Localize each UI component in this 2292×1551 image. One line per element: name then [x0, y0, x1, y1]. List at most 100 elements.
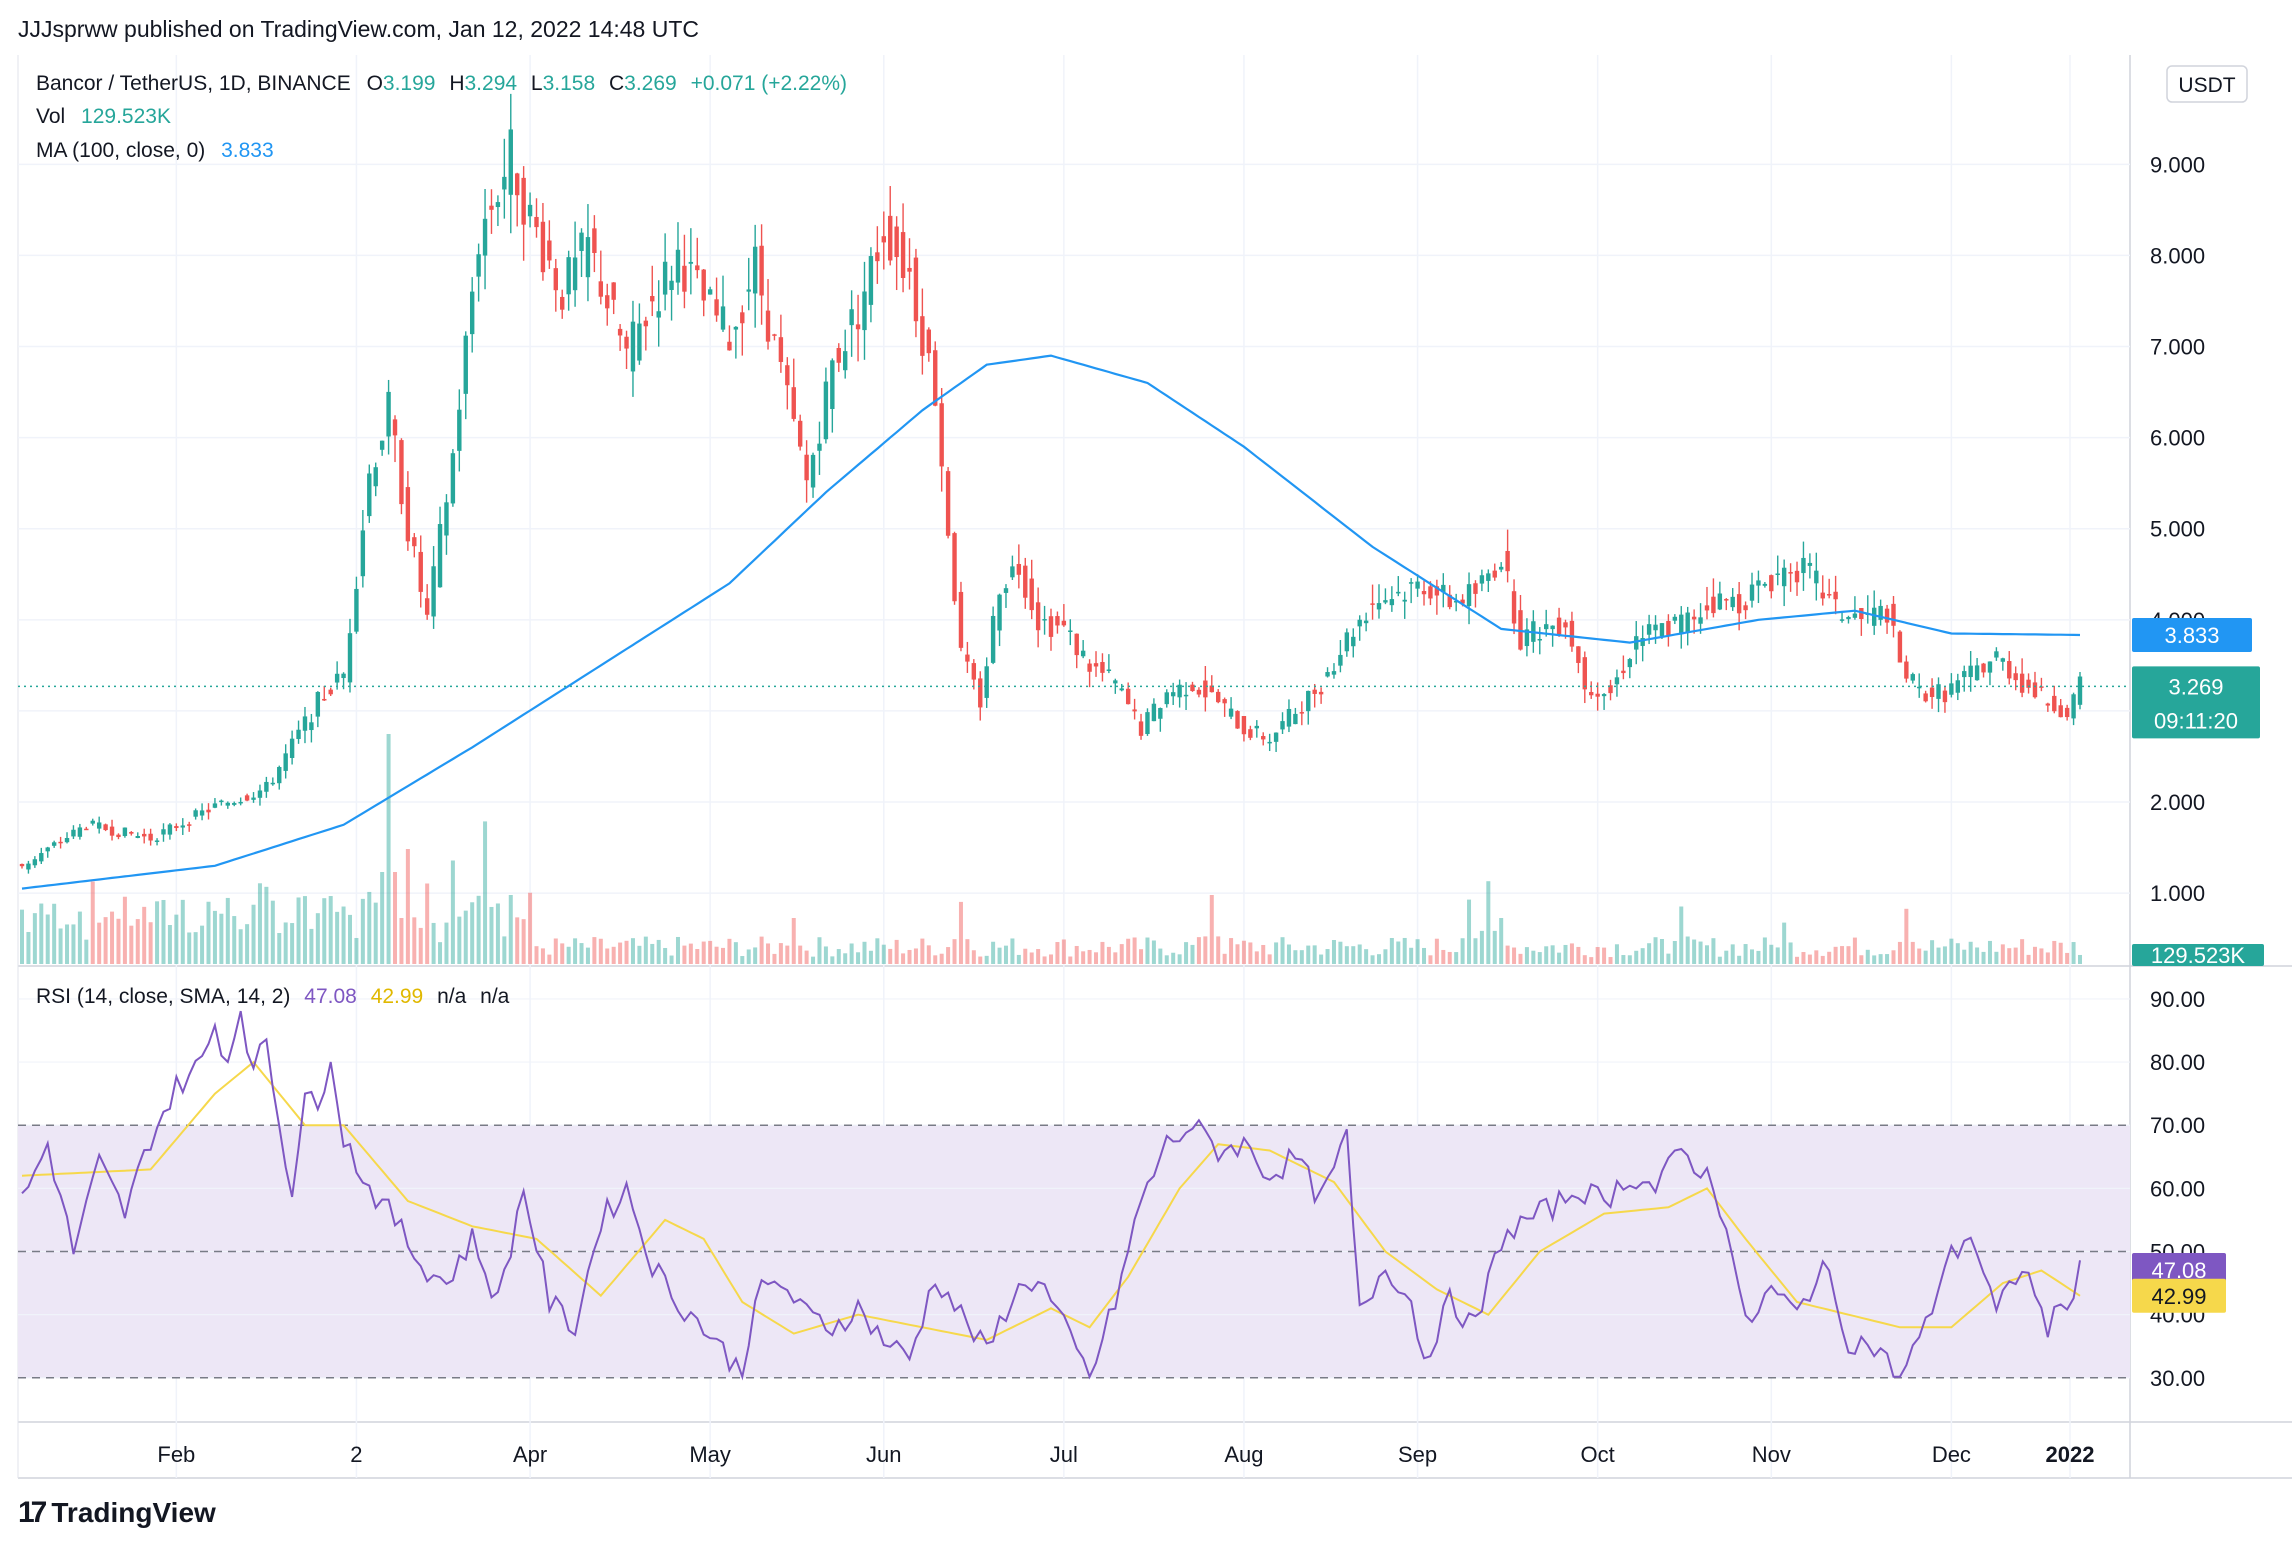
candle-body [566, 257, 571, 295]
candle-body [605, 295, 610, 309]
candle-body [367, 473, 372, 517]
candle-body [1730, 596, 1735, 608]
volume-bar [778, 943, 783, 964]
volume-bar [122, 896, 127, 964]
candle-body [1595, 693, 1600, 697]
candle-body [1994, 651, 1999, 658]
candle-body [1241, 716, 1247, 735]
rsi-label[interactable]: RSI (14, close, SMA, 14, 2) [36, 985, 291, 1008]
volume-bar [1209, 895, 1214, 964]
candle-body [39, 853, 44, 862]
candle-body [746, 289, 751, 292]
rsi-badge-bg [2132, 1252, 2226, 1287]
candle-body [469, 291, 475, 335]
candle-body [1486, 573, 1491, 581]
candle-body [360, 530, 366, 577]
volume-bar [386, 734, 391, 964]
candle-body [103, 824, 108, 831]
candle-body [1280, 721, 1285, 730]
volume-bar [2065, 952, 2070, 964]
currency-badge[interactable]: USDT [2166, 65, 2248, 103]
volume-bar [1782, 922, 1787, 964]
candle-body [1254, 725, 1259, 729]
volume-bar [1036, 949, 1041, 964]
x-tick-label: May [689, 1442, 731, 1467]
candle-body [180, 825, 185, 828]
volume-bar [225, 897, 230, 964]
rsi-line [21, 1010, 2081, 1381]
candle-body [193, 810, 198, 817]
volume-bar [1981, 951, 1986, 964]
price-badge: 3.269 09:11:20 [2132, 666, 2260, 739]
volume-bar [1100, 941, 1105, 964]
rsi-legend: RSI (14, close, SMA, 14, 2) 47.08 42.99 … [36, 985, 509, 1009]
ma-badge: 3.833 [2132, 618, 2252, 653]
volume-bar [1621, 955, 1626, 964]
candle-body [926, 329, 932, 354]
candle-body [1306, 690, 1311, 712]
volume-bar [952, 939, 957, 964]
candle-body [482, 218, 488, 256]
volume-bar [1833, 946, 1838, 964]
candle-body [2077, 676, 2083, 705]
candle-body [1576, 646, 1581, 663]
volume-label[interactable]: Vol [36, 105, 66, 128]
candle-body [1659, 623, 1665, 637]
candle-body [1807, 562, 1813, 566]
volume-bar [264, 886, 269, 964]
candle-body [1929, 687, 1935, 698]
volume-bar [521, 919, 526, 964]
candle-body [900, 232, 906, 278]
volume-bar [553, 938, 558, 964]
volume-bar [1029, 952, 1034, 964]
volume-bar [643, 936, 648, 964]
open-label: O [366, 72, 383, 95]
volume-bar [630, 938, 635, 964]
volume-bar [1557, 952, 1562, 964]
candle-body [1736, 594, 1742, 614]
candle-body [1048, 616, 1054, 637]
candle-body [283, 753, 288, 771]
volume-bar [1364, 949, 1369, 964]
rsi-tick-label: 70.00 [2150, 1113, 2205, 1138]
volume-bar [1415, 939, 1420, 964]
volume-bar [1229, 938, 1234, 964]
candle-body [84, 828, 89, 831]
candle-body [373, 467, 378, 487]
candle-body [1762, 583, 1768, 586]
candle-body [508, 129, 513, 195]
volume-bar [508, 895, 513, 964]
candle-body [797, 420, 803, 447]
candle-body [1852, 613, 1858, 618]
candle-body [2052, 695, 2057, 712]
candle-body [1087, 663, 1092, 672]
candle-body [630, 321, 636, 372]
volume-bar [1814, 950, 1819, 964]
ma-label[interactable]: MA (100, close, 0) [36, 139, 206, 162]
volume-bar [573, 938, 578, 964]
candle-body [58, 841, 63, 844]
candle-body [881, 236, 886, 243]
symbol-label[interactable]: Bancor / TetherUS, 1D, BINANCE [36, 72, 351, 95]
tradingview-logo[interactable]: 17 TradingView [18, 1496, 216, 1530]
candle-body [1434, 586, 1440, 596]
volume-bar [1222, 953, 1227, 964]
volume-bar [1351, 946, 1356, 964]
candle-body [624, 336, 629, 349]
candle-body [611, 282, 616, 300]
volume-badge: 129.523K [2132, 943, 2264, 968]
candle-body [1460, 599, 1465, 604]
volume-bar [1865, 949, 1870, 964]
volume-bar [1267, 954, 1272, 964]
ma-line [21, 354, 2081, 890]
volume-bar [1647, 943, 1652, 964]
volume-bar [77, 911, 82, 964]
volume-bar [2078, 954, 2082, 964]
volume-bar [1852, 937, 1857, 964]
candle-body [424, 598, 430, 615]
candle-body [2045, 703, 2051, 706]
candle-body [1814, 570, 1819, 584]
high-value: 3.294 [464, 72, 518, 95]
volume-bar [1627, 955, 1632, 964]
